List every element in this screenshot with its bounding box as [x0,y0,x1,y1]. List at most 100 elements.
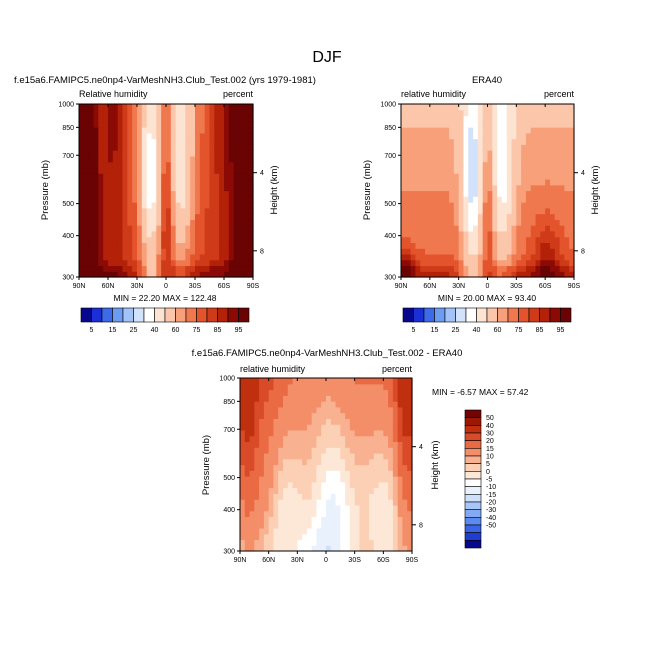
heatmap-cell [373,458,380,466]
heatmap-cell [349,429,356,437]
heatmap-cell [559,248,565,255]
heatmap-cell [287,458,294,466]
heatmap-cell [487,207,493,215]
colorbar-swatch [497,307,509,323]
heatmap-cell [156,242,162,249]
heatmap-cell [477,230,484,238]
heatmap-cell [564,150,570,157]
heatmap-cell [492,178,498,186]
heatmap-cell [349,389,356,396]
colorbar-label: 40 [151,327,159,334]
heatmap-cell [244,378,251,385]
heatmap-cell [127,196,133,203]
x-tick-label: 90S [247,283,260,290]
heatmap-cell [122,178,128,186]
heatmap-cell [108,265,114,272]
heatmap-cell [402,527,408,535]
heatmap-cell [141,253,148,261]
heatmap-cell [146,104,153,111]
heatmap-cell [473,190,479,197]
heatmap-cell [340,533,346,541]
heatmap-cell [383,378,389,385]
heatmap-cell [224,127,230,134]
x-tick-label: 30S [510,283,523,290]
heatmap-cell [378,378,384,385]
heatmap-cell [392,464,399,471]
heatmap-cell [402,539,408,546]
heatmap-cell [170,109,177,117]
heatmap-cell [141,184,148,192]
heatmap-cell [306,378,313,385]
heatmap-cell [397,406,404,414]
heatmap-cell [156,213,162,220]
heatmap-cell [137,242,143,249]
heatmap-cell [407,401,413,408]
heatmap-cell [521,236,527,243]
heatmap-cell [249,424,255,431]
heatmap-cell [439,132,445,140]
heatmap-cell [302,493,308,500]
heatmap-cell [525,219,532,226]
heatmap-cell [410,127,417,134]
heatmap-cell [185,213,191,220]
heatmap-cell [420,242,426,249]
heatmap-cell [463,202,469,209]
heatmap-cell [98,150,104,157]
heatmap-cell [468,230,474,238]
heatmap-cell [108,178,114,186]
heatmap-cell [340,406,346,414]
heatmap-cell [83,115,90,122]
heatmap-cell [449,190,455,197]
heatmap-cell [434,138,441,145]
heatmap-cell [141,178,148,186]
heatmap-cell [240,533,246,541]
heatmap-cell [166,155,172,163]
heatmap-cell [170,121,177,128]
heatmap-cell [273,441,279,448]
heatmap-cell [369,389,375,396]
heatmap-cell [83,225,90,232]
heatmap-cell [248,190,254,197]
heatmap-cell [170,184,177,192]
heatmap-cell [397,383,404,391]
heatmap-cell [458,173,465,180]
heatmap-cell [429,213,436,220]
heatmap-cell [359,418,365,425]
heatmap-cell [402,499,408,506]
heatmap-cell [199,127,206,134]
heatmap-cell [238,173,244,180]
heatmap-cell [98,104,104,111]
heatmap-cell [477,236,484,243]
heatmap-cell [364,516,370,523]
heatmap-cell [340,458,346,466]
heatmap-cell [103,144,109,151]
heatmap-cell [190,196,196,203]
heatmap-cell [415,109,421,117]
heatmap-cell [240,429,246,437]
heatmap-cell [151,213,157,220]
heatmap-cell [463,225,469,232]
heatmap-cell [444,150,450,157]
heatmap-cell [449,253,455,261]
heatmap-cell [397,510,404,517]
heatmap-cell [473,115,479,122]
heatmap-cell [122,202,128,209]
heatmap-cell [268,527,275,535]
heatmap-cell [292,435,298,443]
heatmap-cell [444,190,450,197]
heatmap-cell [297,458,303,466]
heatmap-cell [453,219,460,226]
heatmap-cell [170,190,177,197]
heatmap-cell [540,259,546,267]
heatmap-cell [151,121,157,128]
heatmap-cell [373,504,380,512]
heatmap-cell [98,178,104,186]
heatmap-cell [444,121,450,128]
heatmap-cell [401,196,407,203]
heatmap-cell [549,155,556,163]
heatmap-cell [112,219,119,226]
heatmap-cell [273,378,279,385]
heatmap-cell [122,219,128,226]
heatmap-cell [444,196,450,203]
heatmap-cell [166,259,172,267]
